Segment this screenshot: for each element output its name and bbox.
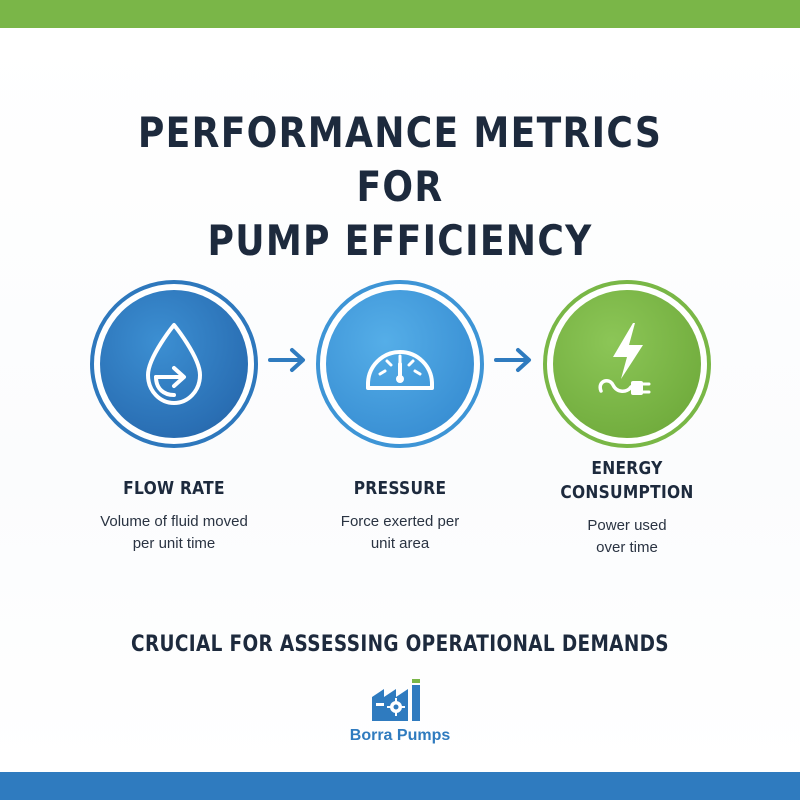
energy-consumption-description: Power used over time — [517, 515, 737, 559]
brand-name: Borra Pumps — [349, 727, 451, 744]
bottom-accent-bar — [0, 772, 800, 800]
flow-rate-circle — [90, 280, 258, 448]
title-line-1: PERFORMANCE METRICS FOR — [137, 108, 663, 211]
page-title: PERFORMANCE METRICS FOR PUMP EFFICIENCY — [90, 106, 709, 268]
energy-label-line-1: ENERGY — [591, 458, 663, 479]
energy-consumption-circle — [543, 280, 711, 448]
energy-consumption-label: ENERGY CONSUMPTION — [541, 457, 713, 505]
pressure-label: PRESSURE — [353, 478, 447, 499]
flow-rate-label: FLOW RATE — [123, 478, 225, 499]
pressure-circle-fill — [326, 290, 474, 438]
tagline: CRUCIAL FOR ASSESSING OPERATIONAL DEMAND… — [131, 632, 669, 657]
pressure-desc-line-2: unit area — [370, 535, 430, 552]
pressure-desc-line-1: Force exerted per — [340, 513, 460, 530]
lightning-plug-icon — [598, 323, 651, 395]
energy-desc-line-1: Power used — [587, 517, 667, 534]
factory-gear-icon — [372, 679, 420, 721]
flow-rate-circle-fill — [100, 290, 248, 438]
arrow-right-icon-2 — [494, 348, 531, 372]
energy-consumption-circle-fill — [553, 290, 701, 438]
gauge-icon — [366, 350, 434, 390]
arrow-right-icon — [268, 348, 305, 372]
flow-rate-description: Volume of fluid moved per unit time — [64, 511, 284, 555]
pressure-circle — [316, 280, 484, 448]
top-accent-bar — [0, 0, 800, 28]
energy-desc-line-2: over time — [596, 539, 658, 556]
flow-rate-desc-line-2: per unit time — [132, 535, 216, 552]
pressure-description: Force exerted per unit area — [290, 511, 510, 555]
water-drop-arrow-icon — [146, 323, 202, 405]
energy-label-line-2: CONSUMPTION — [560, 482, 694, 503]
flow-rate-desc-line-1: Volume of fluid moved — [100, 513, 248, 530]
title-line-2: PUMP EFFICIENCY — [207, 216, 593, 265]
